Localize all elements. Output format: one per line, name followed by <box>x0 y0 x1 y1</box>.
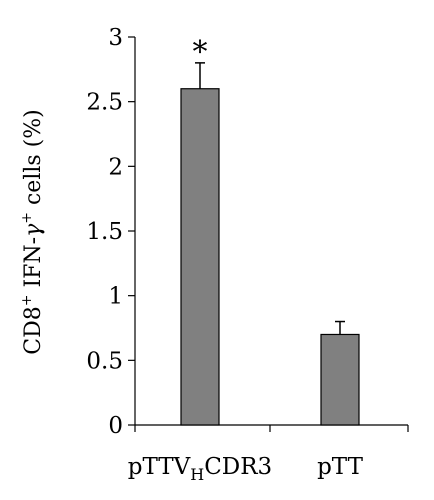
y-label-base1: CD8 <box>21 306 46 354</box>
y-tick-label: 2.5 <box>86 90 123 116</box>
category-label-suffix: CDR3 <box>204 454 272 480</box>
y-tick-label: 0 <box>108 413 123 439</box>
y-tick-label: 3 <box>108 25 123 51</box>
significance-marker: * <box>193 35 208 70</box>
y-label-mid: IFN- <box>21 237 46 295</box>
x-category-label: pTT <box>317 454 363 480</box>
y-label-sup1: + <box>19 295 35 307</box>
category-label-prefix: pTT <box>317 454 363 480</box>
y-tick-label: 2 <box>108 154 123 180</box>
y-axis-label: CD8+ IFN-γ+ cells (%) <box>19 109 46 355</box>
y-tick-label: 1 <box>108 284 123 310</box>
error-bars: * <box>193 35 345 335</box>
y-label-sup2: + <box>19 212 35 224</box>
y-tick-label: 0.5 <box>86 348 123 374</box>
x-category-label: pTTVHCDR3 <box>128 454 272 484</box>
category-label-prefix: pTTV <box>128 454 191 480</box>
bar <box>180 88 220 426</box>
category-labels: pTTVHCDR3 pTT <box>128 454 364 484</box>
category-label-subscript: H <box>190 465 204 484</box>
y-tick-label: 1.5 <box>86 219 123 245</box>
y-label-tail: cells (%) <box>21 109 46 212</box>
x-axis <box>134 424 409 432</box>
y-label-gamma: γ <box>21 223 46 237</box>
y-axis: 0 0.5 1 1.5 2 2.5 3 <box>86 25 136 439</box>
bars <box>180 88 360 426</box>
bar <box>320 333 360 426</box>
